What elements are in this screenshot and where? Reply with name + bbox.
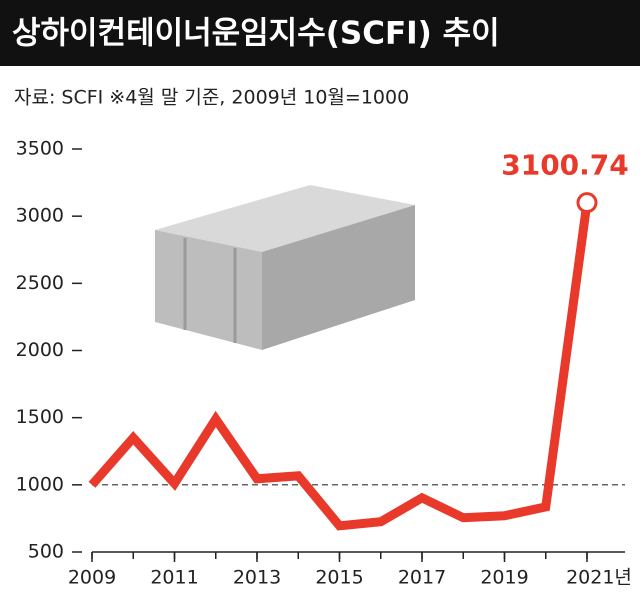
subtitle: 자료: SCFI ※4월 말 기준, 2009년 10월=1000 — [14, 87, 409, 109]
chart-title: 상하이컨테이너운임지수(SCFI) 추이 — [12, 16, 500, 52]
x-tick-label: 2013 — [233, 567, 281, 589]
y-tick-label: 1000 — [16, 473, 64, 495]
y-tick-label: 3000 — [16, 205, 64, 227]
container-illustration — [155, 185, 415, 350]
x-tick-label: 2009 — [68, 567, 116, 589]
title-bar — [0, 0, 640, 66]
value-label: 3100.74 — [501, 149, 629, 182]
y-tick-label: 1500 — [16, 406, 64, 428]
y-tick-label: 3500 — [16, 138, 64, 160]
y-tick-label: 2000 — [16, 339, 64, 361]
line-series — [88, 202, 592, 531]
point-marker — [576, 192, 598, 214]
x-tick-label: 2019 — [480, 567, 528, 589]
x-tick-label: 2011 — [150, 567, 198, 589]
x-tick-label: 2015 — [315, 567, 363, 589]
y-tick-label: 2500 — [16, 272, 64, 294]
x-tick-label: 2017 — [398, 567, 446, 589]
x-tick-label: 2021년 — [566, 567, 632, 589]
y-tick-label: 500 — [28, 541, 64, 563]
